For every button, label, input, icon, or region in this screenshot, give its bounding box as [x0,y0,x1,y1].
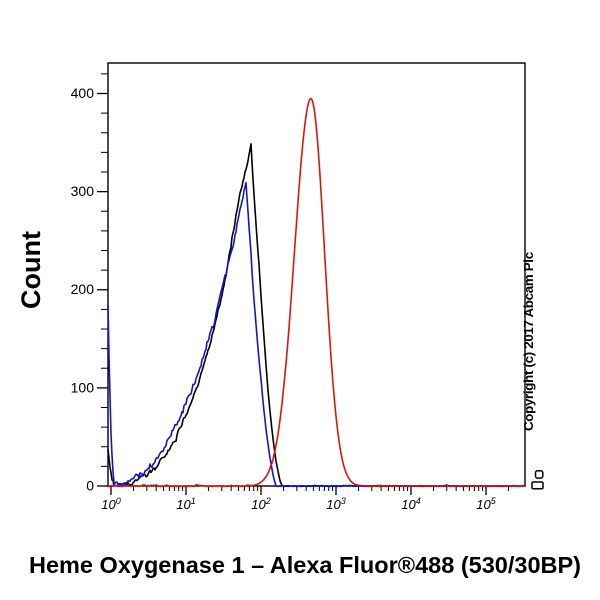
svg-text:102: 102 [251,496,270,512]
svg-text:300: 300 [71,183,95,199]
svg-text:400: 400 [71,85,95,101]
svg-text:103: 103 [326,496,345,512]
svg-text:100: 100 [101,496,120,512]
svg-text:200: 200 [71,281,95,297]
svg-text:0: 0 [86,478,94,494]
svg-text:101: 101 [176,496,195,512]
svg-text:100: 100 [71,379,95,395]
svg-text:105: 105 [476,496,496,512]
svg-text:104: 104 [401,496,420,512]
